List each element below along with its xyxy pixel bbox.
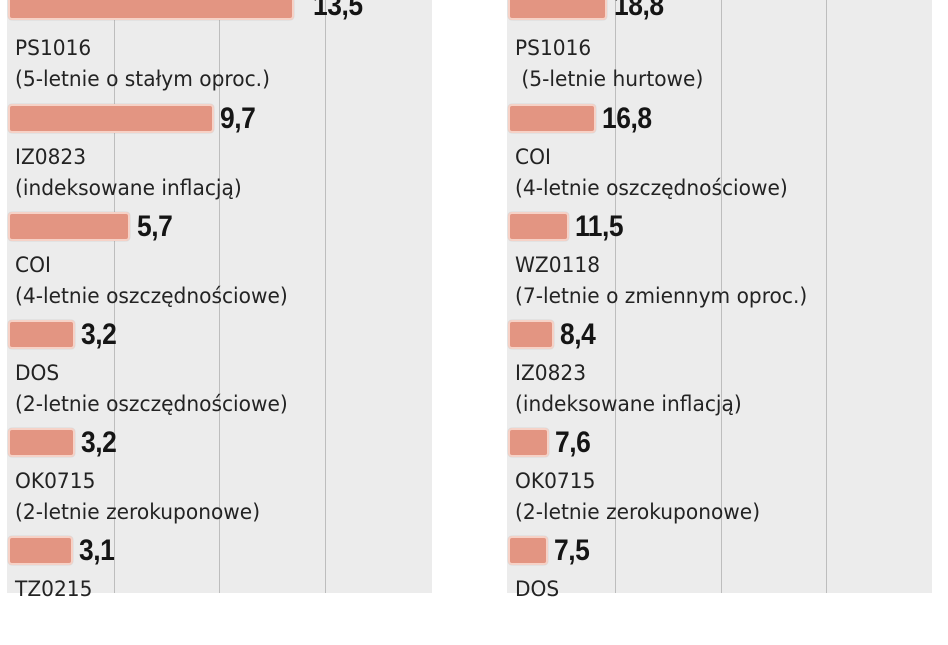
bond-code: IZ0823: [15, 145, 87, 169]
bond-code: PS1016: [15, 36, 92, 60]
gridline: [325, 0, 326, 593]
bar: [508, 536, 548, 565]
bar: [8, 320, 75, 349]
right-chart-panel: 18,8 PS1016 (5-letnie hurtowe) 16,8 COI …: [507, 0, 932, 601]
bond-description: (7-letnie o zmiennym oproc.): [515, 284, 808, 308]
gridline: [826, 0, 827, 593]
bar: [8, 212, 130, 241]
bar-value: 9,7: [220, 102, 256, 135]
bar-label: WZ0118 (7-letnie o zmiennym oproc.): [515, 250, 807, 312]
bar-label: PS1016 (5-letnie hurtowe): [515, 33, 703, 95]
bar-label: DOS (2-letnie oszczędnościowe): [15, 358, 288, 420]
bar: [508, 104, 596, 133]
bond-code: PS1016: [515, 36, 592, 60]
bond-description: (indeksowane inflacją): [15, 176, 242, 200]
bar: [8, 428, 75, 457]
bar-row: 8,4 IZ0823 (indeksowane inflacją): [507, 318, 932, 429]
bar-value: 3,1: [79, 534, 115, 567]
bond-code: OK0715: [15, 469, 96, 493]
bond-description: (4-letnie oszczędnościowe): [15, 284, 288, 308]
bar-value: 18,8: [614, 0, 664, 22]
bar-row: 3,1 TZ0215: [7, 534, 432, 645]
bond-description: (2-letnie zerokuponowe): [15, 500, 261, 524]
bar-row: 13,5 PS1016 (5-letnie o stałym oproc.): [7, 0, 432, 100]
bar-row: 18,8 PS1016 (5-letnie hurtowe): [507, 0, 932, 100]
bar-label: PS1016 (5-letnie o stałym oproc.): [15, 33, 270, 95]
bond-description: (5-letnie hurtowe): [515, 67, 704, 91]
bond-code: TZ0215: [15, 577, 93, 601]
bond-code: DOS: [515, 577, 560, 601]
bond-description: (4-letnie oszczędnościowe): [515, 176, 788, 200]
bar: [508, 428, 549, 457]
bar-value: 7,5: [554, 534, 590, 567]
gridline: [721, 0, 722, 593]
bar-value: 5,7: [137, 210, 173, 243]
bond-code: OK0715: [515, 469, 596, 493]
bar-label: IZ0823 (indeksowane inflacją): [15, 142, 242, 204]
bar-value: 3,2: [81, 426, 117, 459]
bar: [508, 320, 554, 349]
bond-code: IZ0823: [515, 361, 587, 385]
bond-code: COI: [15, 253, 51, 277]
bar: [508, 0, 607, 20]
bar-value: 11,5: [575, 210, 624, 243]
bar-row: 5,7 COI (4-letnie oszczędnościowe): [7, 210, 432, 321]
gridline: [615, 0, 616, 593]
left-chart-panel: 13,5 PS1016 (5-letnie o stałym oproc.) 9…: [7, 0, 432, 601]
bar: [8, 104, 214, 133]
bar: [8, 0, 294, 20]
bar: [8, 536, 73, 565]
bar-row: 7,6 OK0715 (2-letnie zerokuponowe): [507, 426, 932, 537]
bond-description: (indeksowane inflacją): [515, 392, 742, 416]
bar-value: 8,4: [560, 318, 596, 351]
bar-label: TZ0215: [15, 574, 92, 605]
bond-code: WZ0118: [515, 253, 601, 277]
bar-row: 11,5 WZ0118 (7-letnie o zmiennym oproc.): [507, 210, 932, 321]
bar-label: OK0715 (2-letnie zerokuponowe): [15, 466, 260, 528]
bond-code: DOS: [15, 361, 60, 385]
bar-label: COI (4-letnie oszczędnościowe): [515, 142, 788, 204]
bar-value: 7,6: [555, 426, 591, 459]
bar-row: 3,2 DOS (2-letnie oszczędnościowe): [7, 318, 432, 429]
bond-description: (2-letnie zerokuponowe): [515, 500, 761, 524]
bar-row: 9,7 IZ0823 (indeksowane inflacją): [7, 102, 432, 213]
gridline: [114, 0, 115, 593]
bar-row: 7,5 DOS: [507, 534, 932, 645]
gridline: [219, 0, 220, 593]
bond-code: COI: [515, 145, 551, 169]
bar-label: OK0715 (2-letnie zerokuponowe): [515, 466, 760, 528]
bond-description: (5-letnie o stałym oproc.): [15, 67, 270, 91]
bar-value: 16,8: [602, 102, 652, 135]
bar: [508, 212, 569, 241]
bar-label: DOS: [515, 574, 559, 605]
bond-description: (2-letnie oszczędnościowe): [15, 392, 288, 416]
bar-label: COI (4-letnie oszczędnościowe): [15, 250, 288, 312]
bar-value: 13,5: [313, 0, 363, 22]
bar-row: 16,8 COI (4-letnie oszczędnościowe): [507, 102, 932, 213]
bar-label: IZ0823 (indeksowane inflacją): [515, 358, 742, 420]
bar-row: 3,2 OK0715 (2-letnie zerokuponowe): [7, 426, 432, 537]
bar-value: 3,2: [81, 318, 117, 351]
